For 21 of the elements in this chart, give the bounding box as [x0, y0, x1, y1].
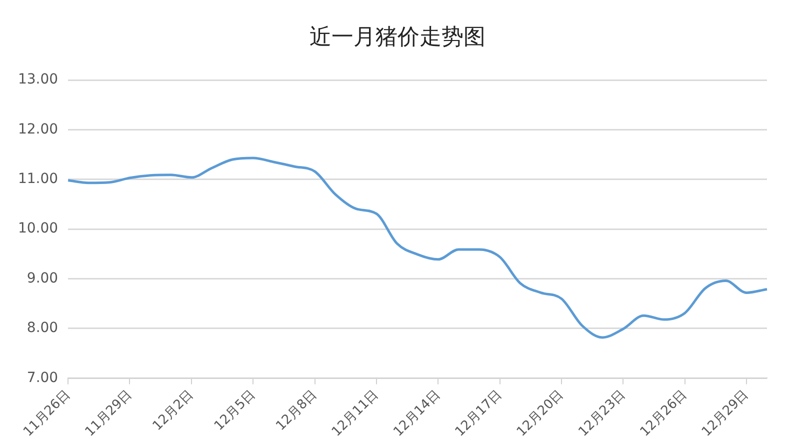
- y-tick-label: 13.00: [18, 72, 58, 88]
- x-tick-label: 12月29日: [699, 387, 752, 440]
- chart-title: 近一月猪价走势图: [308, 24, 486, 52]
- x-tick-label: 11月26日: [20, 387, 74, 440]
- y-tick-label: 11.00: [18, 171, 58, 188]
- x-tick-label: 12月23日: [576, 387, 628, 440]
- line-series: [66, 156, 768, 339]
- x-tick-label: 12月17日: [452, 387, 505, 440]
- x-tick-label: 11月29日: [82, 387, 135, 440]
- y-tick-label: 12.00: [18, 121, 58, 138]
- y-tick-label: 7.00: [26, 370, 58, 386]
- x-tick-label: 12月2日: [150, 387, 197, 434]
- y-tick-label: 8.00: [26, 320, 58, 336]
- x-tick-label: 12月20日: [514, 387, 567, 440]
- x-tick-label: 12月14日: [390, 387, 444, 440]
- x-tick-label: 12月5日: [212, 387, 258, 434]
- y-tick-label: 10.00: [18, 220, 58, 237]
- x-tick-label: 12月11日: [329, 387, 382, 440]
- x-tick-label: 12月26日: [638, 387, 690, 440]
- x-tick-label: 12月8日: [273, 387, 320, 434]
- y-tick-label: 9.00: [26, 270, 58, 286]
